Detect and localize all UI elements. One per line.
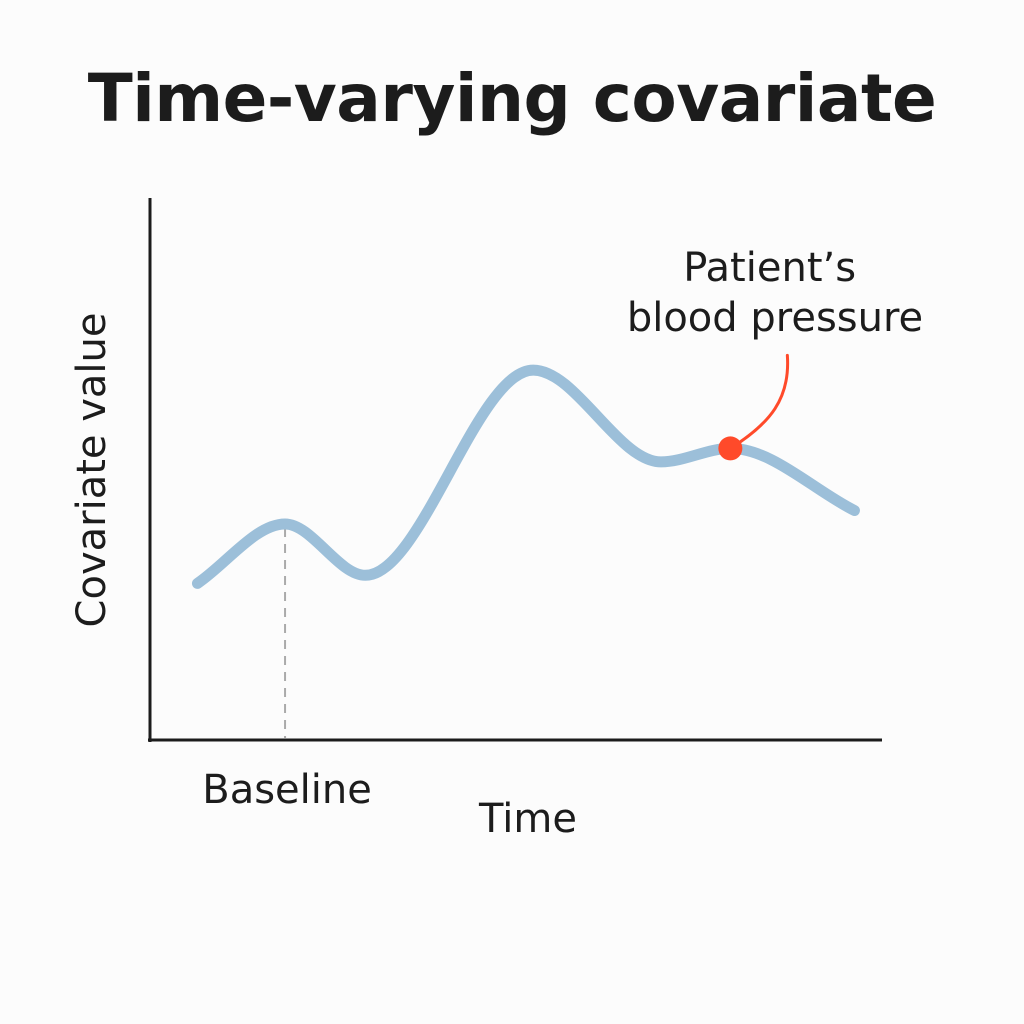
annotation-label: Patient’s blood pressure — [627, 245, 923, 341]
chart-marks: Baseline — [191, 353, 860, 813]
y-axis-label: Covariate value — [69, 313, 115, 628]
x-tick-label-baseline: Baseline — [202, 767, 372, 813]
chart-title: Time-varying covariate — [88, 60, 937, 137]
covariate-series-line — [191, 364, 860, 589]
annotation-leader-line — [728, 353, 790, 450]
annotation-label-line-1: Patient’s — [683, 245, 856, 291]
annotation-label-line-2: blood pressure — [627, 295, 923, 341]
annotation-marker-point — [718, 436, 743, 461]
x-axis-label: Time — [478, 796, 577, 842]
